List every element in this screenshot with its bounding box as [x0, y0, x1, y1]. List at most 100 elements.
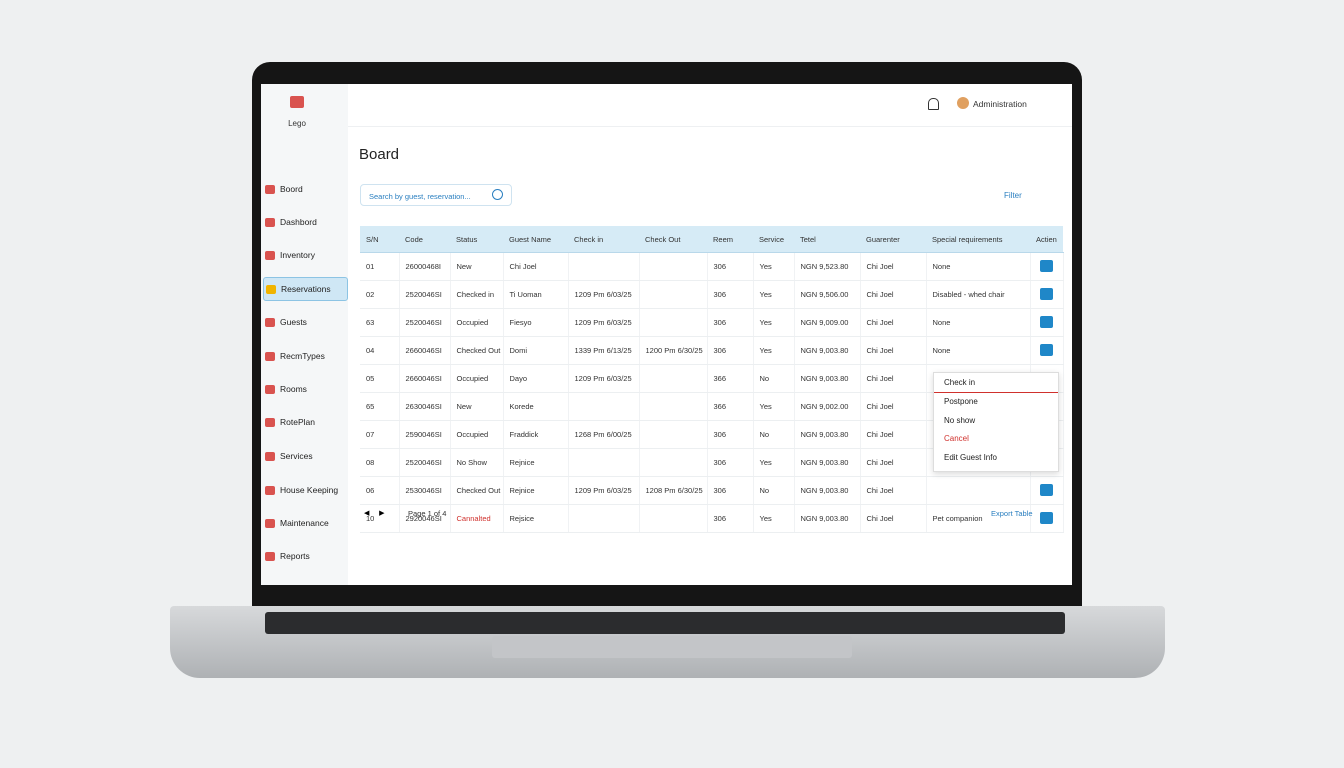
column-header: S/N [360, 226, 399, 253]
table-cell: Chi Joel [860, 448, 927, 477]
trackpad [492, 636, 852, 658]
prev-buttons[interactable]: ◀ ▶ [364, 510, 385, 517]
table-cell: 2660046SI [399, 364, 451, 393]
menu-item[interactable]: Postpone [944, 397, 978, 407]
table-cell: No Show [450, 448, 504, 477]
table-cell: 07 [360, 420, 400, 449]
table-row: 10 2920046SI Cannalted Rejsice 306 Yes NGN 9,0… [360, 504, 1064, 533]
action-button[interactable] [1040, 259, 1053, 272]
column-header: Service [753, 226, 794, 253]
nav-item[interactable]: Guests [263, 310, 348, 334]
table-cell: 306 [707, 252, 754, 281]
page-label: Page 1 of 4 [408, 509, 447, 518]
menu-item[interactable]: Check in [934, 373, 1058, 393]
table-cell: Fraddick [503, 420, 569, 449]
table-cell [639, 392, 708, 421]
table-cell: 306 [707, 308, 754, 337]
table-cell: NGN 9,003.80 [794, 448, 861, 477]
nav-icon [265, 451, 275, 461]
table-cell: Chi Joel [860, 280, 927, 309]
table-cell: 1209 Pm 6/03/25 [568, 476, 640, 505]
user-name[interactable]: Administration [973, 99, 1027, 109]
action-button[interactable] [1040, 287, 1053, 300]
table-cell: Yes [753, 336, 795, 365]
table-cell: Yes [753, 504, 795, 533]
header-row: S/N Code Status Guest Name Check in Check Out… [360, 226, 1063, 253]
menu-item[interactable]: Cancel [944, 434, 969, 444]
table-cell: 1200 Pm 6/30/25 [639, 336, 708, 365]
sidebar: Lego Boord Dashbord Inventory Reservations G… [261, 84, 348, 585]
table-cell: Chi Joel [860, 476, 927, 505]
table-cell: None [926, 308, 1031, 337]
nav-item[interactable]: Reports [263, 544, 348, 568]
table-cell: Rejnice [503, 476, 569, 505]
avatar[interactable] [957, 97, 969, 109]
action-button[interactable] [1040, 483, 1053, 496]
search-box[interactable]: Search by guest, reservation... [360, 184, 512, 206]
column-header: Check Out [639, 226, 707, 253]
table-cell: 306 [707, 280, 754, 309]
action-button[interactable] [1040, 315, 1053, 328]
table-cell: New [450, 392, 504, 421]
nav-item[interactable]: Services [263, 444, 348, 468]
export-button[interactable]: Export Table [991, 509, 1033, 518]
table-row: 02 2520046SI Checked in Ti Uoman 1209 Pm 6/0… [360, 280, 1064, 309]
action-button[interactable] [1040, 511, 1053, 524]
nav-item[interactable]: Boord [263, 177, 348, 201]
table-cell: 2590046SI [399, 420, 451, 449]
column-header: Actien [1030, 226, 1063, 253]
table-cell [639, 364, 708, 393]
action-button[interactable] [1040, 343, 1053, 356]
page-title: Board [359, 146, 400, 163]
table-cell: NGN 9,003.80 [794, 504, 861, 533]
menu-item[interactable]: No show [944, 415, 976, 425]
nav-icon [266, 284, 276, 294]
filter-button[interactable]: Filter [1004, 191, 1022, 200]
table-cell: 306 [707, 476, 754, 505]
table-row: 01 2600046​8I New Chi Joel 306 Yes NGN 9,523.8… [360, 252, 1064, 281]
table-cell: Yes [753, 252, 795, 281]
table-cell: 306 [707, 420, 754, 449]
table-cell: NGN 9,003.80 [794, 364, 861, 393]
column-header: Guarenter [860, 226, 926, 253]
table-cell: Chi Joel [503, 252, 569, 281]
nav-icon [265, 417, 275, 427]
table-cell: 1209 Pm 6/03/25 [568, 308, 640, 337]
table-cell: 2520046SI [399, 308, 451, 337]
nav-label: Guests [280, 317, 307, 327]
nav-item[interactable]: Rooms [263, 377, 348, 401]
menu-item[interactable]: Edit Guest Info [944, 452, 997, 462]
nav-label: RecmTypes [280, 351, 325, 361]
table-cell: 2520046SI [399, 448, 451, 477]
table-cell: 2520046SI [399, 280, 451, 309]
nav-item[interactable]: Dashbord [263, 210, 348, 234]
nav-item[interactable]: Maintenance [263, 511, 348, 535]
nav-icon [265, 217, 275, 227]
action-cell [1030, 336, 1064, 365]
bell-icon[interactable] [928, 98, 939, 110]
table-row: 63 2520046SI Occupied Fiesyo 1209 Pm 6/03/25… [360, 308, 1064, 337]
nav-label: Dashbord [280, 217, 317, 227]
table-cell: 05 [360, 364, 400, 393]
table-cell: 366 [707, 364, 754, 393]
table-cell: Rejnice [503, 448, 569, 477]
table-cell: Rejsice [503, 504, 569, 533]
table-cell: 2530046SI [399, 476, 451, 505]
table-cell: 2920046SI [399, 504, 451, 533]
table-cell: 06 [360, 476, 400, 505]
nav-item[interactable]: Inventory [263, 243, 348, 267]
nav-item[interactable]: RotePlan [263, 410, 348, 434]
table-cell: Ti Uoman [503, 280, 569, 309]
nav-item[interactable]: RecmTypes [263, 344, 348, 368]
nav-label: Inventory [280, 250, 315, 260]
table-cell: Chi Joel [860, 252, 927, 281]
nav-label: Boord [280, 184, 303, 194]
nav-label: House Keeping [280, 485, 339, 495]
table-cell: 306 [707, 504, 754, 533]
nav-item[interactable]: House Keeping [263, 478, 348, 502]
column-header: Reem [707, 226, 753, 253]
nav-item[interactable]: Reservations [263, 277, 348, 301]
table-cell: Checked in [450, 280, 504, 309]
table-cell: Yes [753, 280, 795, 309]
table-cell: Chi Joel [860, 392, 927, 421]
